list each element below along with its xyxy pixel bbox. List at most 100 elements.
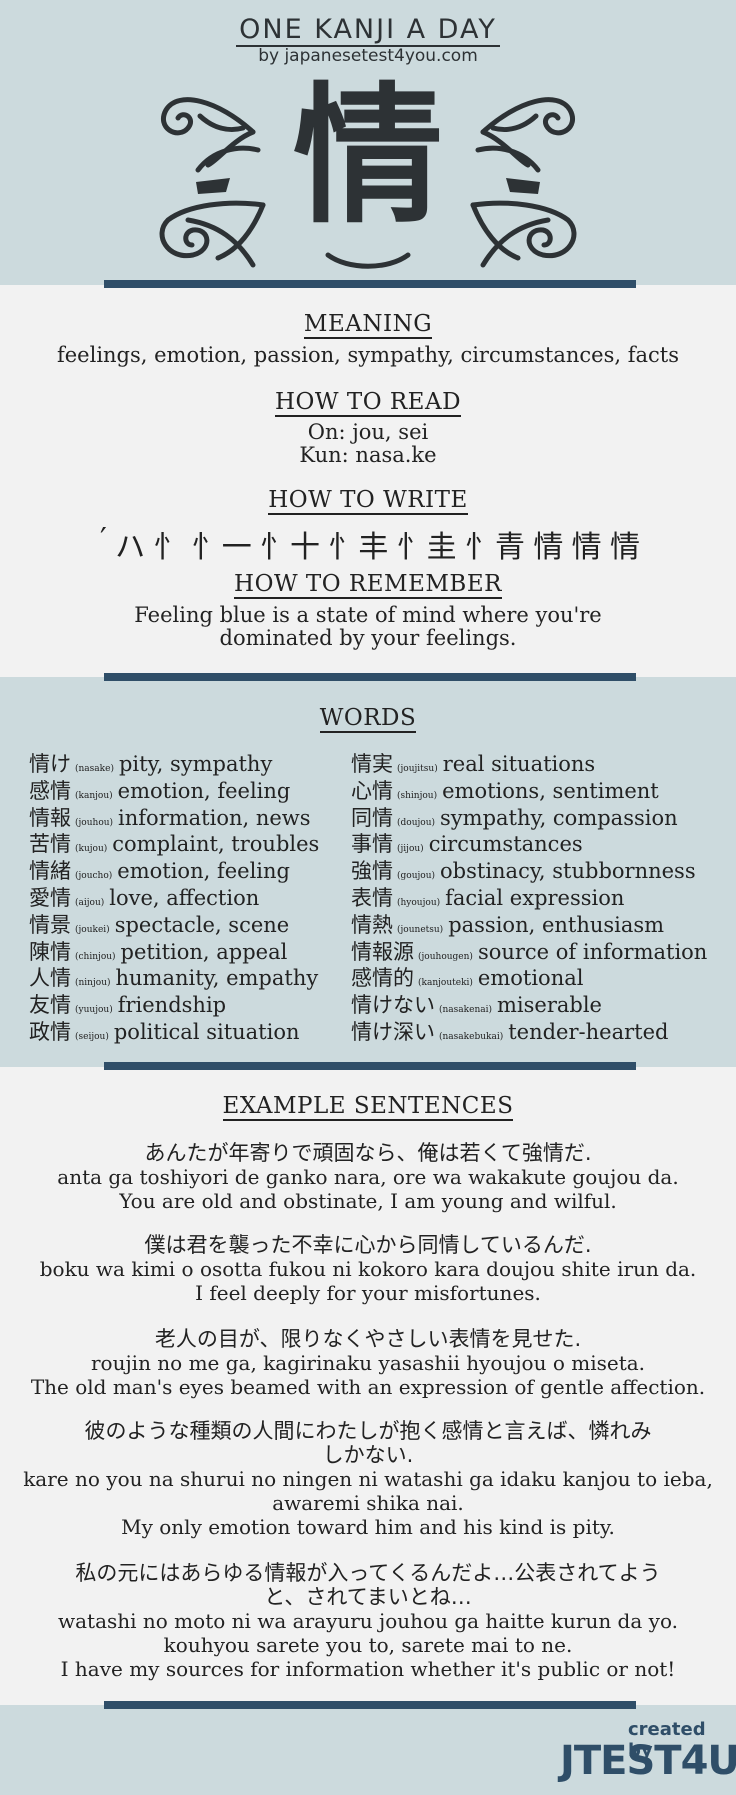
word-entry: 感情的 (kanjouteki) emotional (351, 962, 707, 991)
section-divider (104, 1062, 636, 1070)
word-meaning: information, news (118, 805, 311, 830)
word-kanji: 情緒 (29, 859, 71, 884)
examples-heading: EXAMPLE SENTENCES (222, 1093, 514, 1121)
section-divider (104, 673, 636, 681)
word-reading: (chinjou) (75, 951, 116, 962)
word-reading: (nasakenai) (439, 1005, 492, 1016)
remember-heading: HOW TO REMEMBER (234, 571, 502, 599)
meaning-text: feelings, emotion, passion, sympathy, ci… (56, 343, 680, 367)
word-meaning: emotion, feeling (117, 778, 291, 803)
word-meaning: pity, sympathy (118, 752, 273, 776)
word-reading: (aijou) (75, 897, 105, 908)
word-reading: (hyoujou) (397, 897, 441, 908)
word-entry: 政情 (seijou) political situation (29, 1016, 319, 1044)
brand-logo: JTEST4U (560, 1738, 736, 1784)
words-heading: WORDS (319, 705, 417, 733)
word-meaning: humanity, empathy (115, 966, 319, 991)
word-kanji: 人情 (29, 966, 71, 991)
write-heading: HOW TO WRITE (268, 487, 468, 515)
word-meaning: sympathy, compassion (440, 805, 678, 830)
word-entry: 情報 (jouhou) information, news (29, 802, 319, 830)
site-byline: by japanesetest4you.com (258, 46, 478, 66)
word-kanji: 情け深い (351, 1019, 435, 1044)
stroke-step: ハ (115, 530, 146, 565)
example-japanese: 私の元にはあらゆる情報が入ってくるんだよ…公表されてよう (75, 1561, 661, 1585)
word-reading: (seijou) (75, 1031, 109, 1042)
remember-line-2: dominated by your feelings. (219, 626, 517, 650)
word-kanji: 同情 (351, 805, 393, 830)
word-meaning: political situation (113, 1019, 300, 1044)
stroke-step: 情 (533, 530, 564, 565)
reading-on: On: jou, sei (307, 420, 429, 444)
word-reading: (shinjou) (397, 790, 438, 801)
stroke-step: 忄圭 (396, 530, 457, 565)
word-kanji: 情け (29, 752, 71, 776)
header-band (0, 0, 736, 285)
example-romaji: watashi no moto ni wa arayuru jouhou ga … (58, 1609, 678, 1633)
word-reading: (nasakebukai) (439, 1031, 504, 1042)
example-romaji: awaremi shika nai. (272, 1491, 464, 1515)
word-kanji: 友情 (29, 993, 71, 1018)
word-meaning: emotions, sentiment (442, 778, 659, 803)
example-japanese: 老人の目が、限りなくやさしい表情を見せた. (154, 1327, 582, 1351)
word-meaning: love, affection (109, 885, 260, 910)
created-by-label: created by (628, 1719, 706, 1761)
word-kanji: 感情 (29, 778, 71, 803)
word-kanji: 苦情 (29, 832, 71, 857)
remember-line-1: Feeling blue is a state of mind where yo… (134, 603, 602, 627)
word-reading: (jouhou) (75, 817, 114, 828)
word-meaning: tender-hearted (508, 1019, 669, 1044)
word-reading: (joucho) (75, 871, 113, 882)
example-sentence: 彼のような種類の人間にわたしが抱く感情と言えば、憐れみ しかない. kare n… (0, 1419, 736, 1539)
word-entry: 情報源 (jouhougen) source of information (351, 936, 708, 964)
word-meaning: spectacle, scene (114, 912, 290, 937)
stroke-order: ′ ハ 忄 忄一 忄十 忄丰 忄圭 忄青 情 情 情 (100, 522, 640, 566)
meaning-heading: MEANING (303, 311, 433, 339)
example-english: My only emotion toward him and his kind … (121, 1515, 615, 1539)
word-meaning: passion, enthusiasm (448, 912, 665, 937)
word-reading: (yuujou) (75, 1005, 113, 1016)
example-english: I feel deeply for your misfortunes. (195, 1281, 541, 1305)
word-entry: 情けない (nasakenai) miserable (351, 989, 707, 1017)
stroke-step: 忄十 (260, 530, 321, 565)
example-romaji: boku wa kimi o osotta fukou ni kokoro ka… (39, 1257, 697, 1281)
footer-band (0, 1705, 736, 1795)
word-kanji: 感情的 (351, 966, 414, 991)
example-sentence: 私の元にはあらゆる情報が入ってくるんだよ…公表されてよう と、されてまいとね… … (0, 1561, 736, 1681)
word-meaning: emotional (477, 966, 584, 991)
word-kanji: 表情 (351, 885, 393, 910)
word-meaning: facial expression (445, 885, 625, 910)
word-entry: 友情 (yuujou) friendship (29, 989, 319, 1018)
word-meaning: source of information (477, 939, 708, 964)
word-reading: (jijou) (397, 844, 424, 855)
example-english: You are old and obstinate, I am young an… (119, 1189, 617, 1213)
word-reading: (joujitsu) (397, 764, 438, 774)
word-reading: (kujou) (75, 844, 108, 855)
word-kanji: 情実 (351, 752, 393, 776)
stroke-step: 忄青 (465, 530, 525, 565)
words-list-right: 情実 (joujitsu) real situations 心情 (shinjou) em… (351, 748, 708, 1044)
example-english: I have my sources for information whethe… (60, 1657, 676, 1681)
stroke-step: 忄丰 (328, 530, 389, 565)
word-reading: (goujou) (397, 871, 436, 882)
example-romaji: kare no you na shurui no ningen ni watas… (23, 1467, 713, 1491)
word-entry: 強情 (goujou) obstinacy, stubbornness (351, 855, 707, 883)
stroke-step: 情 (609, 530, 640, 565)
word-reading: (kanjou) (75, 790, 113, 801)
word-meaning: emotion, feeling (117, 859, 290, 884)
read-heading: HOW TO READ (274, 389, 462, 417)
word-entry: 情景 (joukei) spectacle, scene (29, 909, 319, 937)
word-reading: (jouhougen) (418, 951, 473, 962)
word-meaning: complaint, troubles (112, 832, 320, 857)
stroke-step: 情 (571, 530, 602, 565)
word-entry: 陳情 (chinjou) petition, appeal (29, 936, 319, 964)
example-japanese: と、されてまいとね… (264, 1585, 472, 1609)
word-meaning: real situations (442, 752, 596, 776)
word-kanji: 情景 (29, 912, 71, 937)
word-entry: 苦情 (kujou) complaint, troubles (29, 828, 320, 857)
word-entry: 表情 (hyoujou) facial expression (351, 882, 707, 910)
word-kanji: 情報 (29, 805, 71, 830)
word-kanji: 陳情 (29, 939, 71, 964)
example-sentence: あんたが年寄りで頑固なら、俺は若くて強情だ. anta ga toshiyori… (0, 1141, 736, 1213)
example-japanese: 僕は君を襲った不幸に心から同情しているんだ. (144, 1233, 592, 1257)
